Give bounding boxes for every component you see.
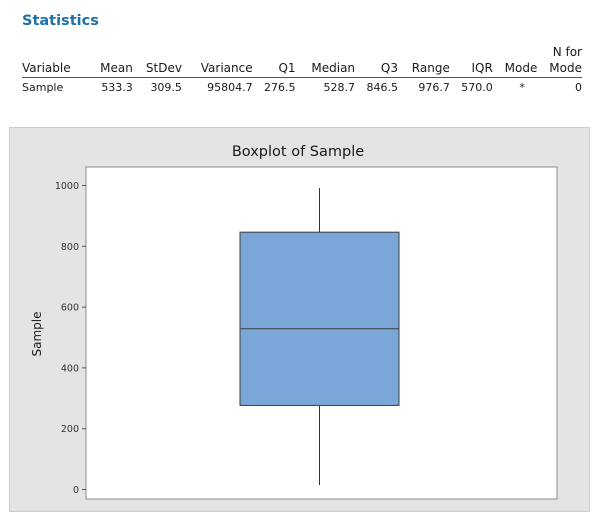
cell-n-for-mode: 0 [575, 81, 582, 94]
column-header-mode: Mode [492, 44, 538, 78]
cell-q1: 276.5 [264, 81, 296, 94]
iqr-box [239, 231, 400, 406]
y-tick-label: 0 [73, 485, 79, 496]
cell-mode: * [519, 81, 525, 94]
boxplot-chart: Boxplot of Sample Sample 0 200 400 600 800 10… [30, 144, 558, 500]
column-header-iqr: IQR [449, 44, 493, 78]
y-tick-label: 1000 [55, 181, 79, 192]
chart-title: Boxplot of Sample [232, 144, 364, 160]
cell-range: 976.7 [418, 81, 450, 94]
box-series [239, 188, 400, 485]
column-header-variance: Variance [181, 44, 253, 78]
y-axis: 0 200 400 600 800 1000 [55, 181, 86, 496]
y-tick-label: 200 [61, 424, 79, 435]
column-header-stdev: StDev [132, 44, 182, 78]
column-header-mean: Mean [88, 44, 133, 78]
stats-header-row: Variable Mean StDev Variance Q1 Median Q… [22, 44, 582, 78]
y-tick-label: 800 [61, 242, 79, 253]
column-header-n-for-mode: N for Mode [537, 44, 582, 78]
column-header-range: Range [397, 44, 450, 78]
y-tick-label: 400 [61, 363, 79, 374]
table-row: Sample 533.3 309.5 95804.7 276.5 528.7 8… [22, 78, 582, 96]
boxplot-panel: Boxplot of Sample Sample 0 200 400 600 800 10… [9, 127, 590, 512]
cell-q3: 846.5 [366, 81, 398, 94]
cell-iqr: 570.0 [461, 81, 493, 94]
y-tick-label: 600 [61, 303, 79, 314]
cell-mean: 533.3 [101, 81, 133, 94]
section-title: Statistics [22, 13, 99, 29]
column-header-variable: Variable [22, 44, 89, 78]
cell-variable: Sample [22, 81, 64, 94]
column-header-median: Median [295, 44, 356, 78]
column-header-q1: Q1 [252, 44, 296, 78]
cell-median: 528.7 [323, 81, 356, 94]
cell-stdev: 309.5 [150, 81, 182, 94]
column-header-q3: Q3 [355, 44, 398, 78]
y-axis-label: Sample [30, 312, 44, 357]
statistics-table: Variable Mean StDev Variance Q1 Median Q… [22, 44, 582, 95]
cell-variance: 95804.7 [207, 81, 253, 94]
